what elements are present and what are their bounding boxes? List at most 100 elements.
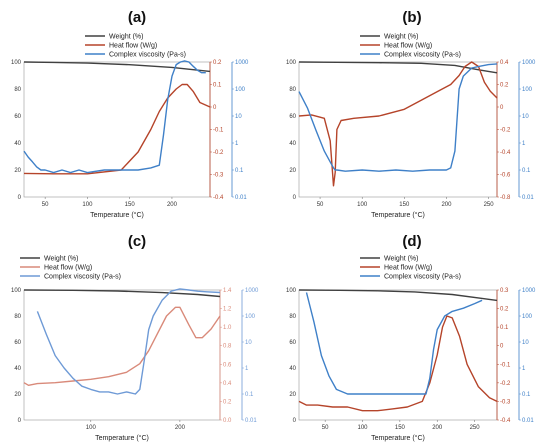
heat-tick-label: 0.2 [500,307,509,313]
heat-flow-line [298,315,498,412]
viscosity-tick-label: 0.1 [235,168,244,174]
viscosity-tick-label: 100 [235,87,246,93]
weight-tick-label: 60 [289,340,296,346]
heat-tick-label: 0.2 [500,83,509,89]
weight-tick-label: 80 [14,87,21,93]
viscosity-tick-label: 0.01 [245,418,257,424]
legend-entry: Complex viscosity (Pa-s) [384,274,461,281]
weight-tick-label: 60 [14,114,21,120]
x-tick-label: 100 [357,202,368,208]
weight-line [298,289,498,302]
weight-tick-label: 80 [289,314,296,320]
viscosity-tick-label: 10 [522,340,529,346]
x-axis-label: Temperature (°C) [371,434,425,442]
heat-tick-label: -0.6 [500,173,511,179]
x-tick-label: 200 [441,202,452,208]
weight-tick-label: 0 [18,418,22,424]
x-tick-label: 150 [399,202,410,208]
weight-tick-label: 0 [18,195,22,201]
viscosity-tick-label: 0.01 [522,418,534,424]
heat-tick-label: 0.1 [500,325,509,331]
viscosity-tick-label: 1 [245,366,249,372]
legend-entry: Complex viscosity (Pa-s) [109,52,186,59]
weight-tick-label: 40 [289,141,296,147]
heat-tick-label: 0.4 [500,60,509,66]
legend-entry: Complex viscosity (Pa-s) [44,274,121,281]
x-axis-label: Temperature (°C) [95,434,149,442]
heat-tick-label: -0.3 [500,399,511,405]
weight-tick-label: 0 [293,418,297,424]
plot-frame [298,289,498,421]
weight-tick-label: 80 [14,314,21,320]
x-axis-label: Temperature (°C) [371,211,425,219]
heat-flow-line [23,306,221,387]
viscosity-tick-label: 1000 [245,288,259,294]
x-tick-label: 100 [82,202,93,208]
heat-tick-label: 0 [500,344,504,350]
x-tick-label: 50 [322,425,329,431]
weight-tick-label: 100 [11,60,22,66]
heat-tick-label: 0 [500,105,504,111]
viscosity-tick-label: 0.1 [245,392,254,398]
heat-flow-line [23,83,211,175]
panel-label: (b) [402,9,421,26]
legend-entry: Weight (%) [384,256,419,263]
plot-frame [298,61,498,198]
x-tick-label: 200 [175,425,186,431]
weight-tick-label: 100 [11,288,22,294]
heat-tick-label: -0.4 [213,195,224,201]
viscosity-line [305,292,483,395]
viscosity-tick-label: 1000 [235,60,249,66]
heat-tick-label: -0.4 [500,418,511,424]
heat-tick-label: 0.2 [213,60,222,66]
legend-entry: Weight (%) [109,34,144,41]
viscosity-line [23,60,206,174]
weight-tick-label: 100 [286,288,297,294]
viscosity-tick-label: 0.01 [522,195,534,201]
heat-tick-label: 0.4 [223,381,232,387]
legend-entry: Heat flow (W/g) [384,265,432,272]
chart-panel: (b) Weight (%) Heat flow (W/g) Complex visc… [286,9,536,219]
x-tick-label: 150 [125,202,136,208]
heat-tick-label: 1.0 [223,325,232,331]
weight-tick-label: 20 [14,168,21,174]
weight-tick-label: 60 [289,114,296,120]
viscosity-line [36,288,221,395]
heat-tick-label: -0.4 [500,150,511,156]
chart-panel: (a) Weight (%) Heat flow (W/g) Complex visc… [11,9,249,219]
weight-tick-label: 60 [14,340,21,346]
viscosity-line [298,63,498,172]
heat-tick-label: -0.2 [213,150,224,156]
weight-tick-label: 0 [293,195,297,201]
x-tick-label: 100 [86,425,97,431]
plot-frame [23,61,211,198]
viscosity-tick-label: 10 [235,114,242,120]
heat-tick-label: 0.1 [213,83,222,89]
viscosity-tick-label: 1000 [522,60,536,66]
panel-label: (d) [402,233,421,250]
weight-line [23,289,221,298]
x-tick-label: 100 [358,425,369,431]
heat-tick-label: -0.3 [213,173,224,179]
panel-label: (a) [128,9,146,26]
x-tick-label: 50 [42,202,49,208]
x-tick-label: 250 [470,425,481,431]
heat-tick-label: -0.1 [213,128,224,134]
heat-tick-label: -0.8 [500,195,511,201]
legend-entry: Heat flow (W/g) [44,265,92,272]
heat-tick-label: 0.0 [223,418,232,424]
viscosity-tick-label: 0.1 [522,392,531,398]
viscosity-tick-label: 1000 [522,288,536,294]
x-tick-label: 200 [432,425,443,431]
legend-entry: Weight (%) [384,34,419,41]
heat-flow-line [298,61,498,187]
viscosity-tick-label: 100 [245,314,256,320]
weight-tick-label: 80 [289,87,296,93]
heat-tick-label: -0.1 [500,362,511,368]
weight-tick-label: 40 [14,141,21,147]
viscosity-tick-label: 1 [522,141,526,147]
x-tick-label: 250 [484,202,495,208]
weight-tick-label: 20 [14,392,21,398]
weight-tick-label: 20 [289,392,296,398]
